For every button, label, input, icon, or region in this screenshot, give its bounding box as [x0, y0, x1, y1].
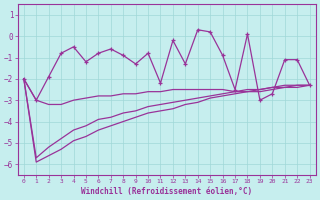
X-axis label: Windchill (Refroidissement éolien,°C): Windchill (Refroidissement éolien,°C)	[81, 187, 252, 196]
